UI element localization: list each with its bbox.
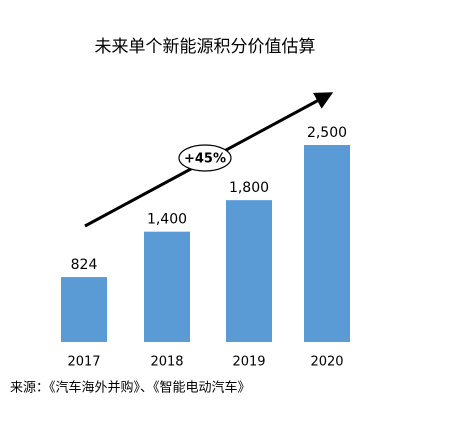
bar bbox=[61, 277, 107, 342]
x-tick-label: 2019 bbox=[232, 355, 265, 370]
annotation: +45% bbox=[184, 152, 226, 167]
value-label: 824 bbox=[71, 257, 98, 273]
annotation-bubble bbox=[178, 144, 232, 172]
bar bbox=[226, 200, 272, 342]
chart-title: 未来单个新能源积分价值估算 bbox=[95, 37, 316, 57]
x-tick-label: 2020 bbox=[310, 355, 343, 370]
bar bbox=[144, 231, 190, 342]
x-tick-label: 2018 bbox=[150, 355, 183, 370]
x-tick-label: 2017 bbox=[67, 355, 100, 370]
bar bbox=[304, 145, 350, 342]
value-label: 1,400 bbox=[147, 212, 187, 228]
source: 来源：《汽车海外并购》、《智能电动汽车》 bbox=[10, 380, 251, 396]
value-label: 1,800 bbox=[229, 180, 269, 196]
value-label: 2,500 bbox=[307, 125, 347, 141]
